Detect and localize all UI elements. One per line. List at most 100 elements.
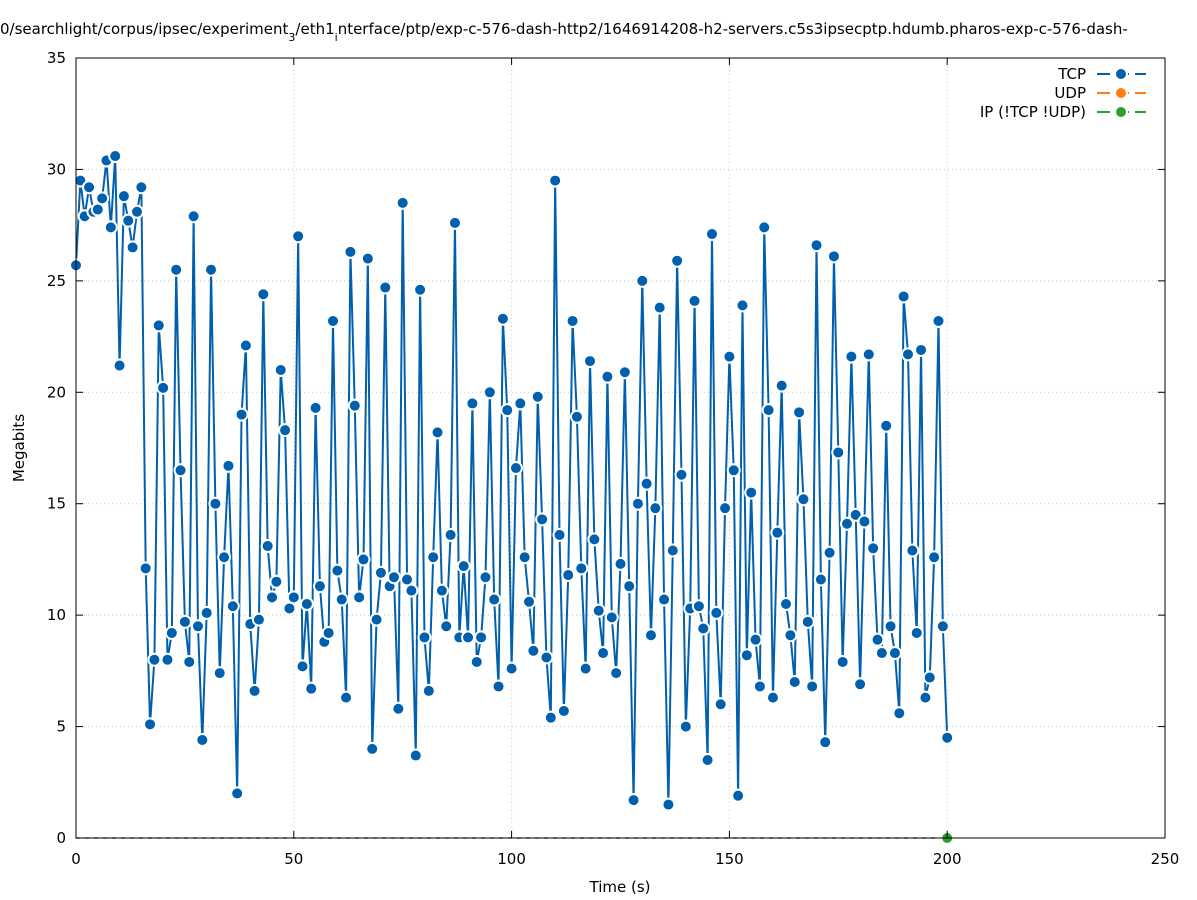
data-point: [914, 342, 929, 357]
data-point: [352, 590, 367, 605]
data-point: [421, 683, 436, 698]
data-point: [360, 251, 375, 266]
data-point: [574, 561, 589, 576]
data-point: [704, 227, 719, 242]
x-tick-label: 50: [284, 850, 303, 868]
data-point: [426, 550, 441, 565]
data-point: [853, 677, 868, 692]
data-point: [295, 659, 310, 674]
data-point: [143, 717, 158, 732]
data-point: [299, 597, 314, 611]
grid: [76, 58, 1165, 838]
axes: 0 5 10 15 20 25 30 35 0 50 100 150 200 250: [47, 49, 1179, 868]
data-point: [800, 614, 815, 629]
data-point: [831, 445, 846, 460]
data-point: [565, 313, 580, 328]
data-point: [474, 630, 489, 645]
chart-title: 0/searchlight/corpus/ipsec/experiment3/e…: [0, 20, 1128, 44]
data-point: [443, 527, 458, 542]
data-point: [879, 418, 894, 433]
data-point: [108, 149, 123, 164]
data-point: [330, 563, 345, 578]
data-point: [735, 298, 750, 313]
data-point: [439, 619, 454, 634]
data-point: [190, 619, 205, 634]
data-point: [195, 732, 210, 747]
data-point: [513, 396, 528, 411]
y-tick-label: 25: [47, 272, 66, 290]
data-point: [774, 378, 789, 393]
data-point: [134, 180, 149, 195]
data-point: [818, 735, 833, 750]
data-point: [892, 706, 907, 721]
legend-label: UDP: [1054, 84, 1086, 102]
data-point: [408, 748, 423, 763]
data-point: [373, 565, 388, 580]
data-point: [386, 570, 401, 585]
data-point: [356, 552, 371, 567]
data-point: [587, 532, 602, 547]
data-point: [404, 583, 419, 598]
data-point: [861, 347, 876, 362]
data-point: [522, 594, 537, 609]
data-point: [461, 630, 476, 645]
legend-marker: [1114, 86, 1128, 100]
data-point: [221, 458, 236, 473]
y-tick-label: 5: [56, 718, 66, 736]
data-point: [417, 630, 432, 645]
data-point: [731, 788, 746, 803]
data-point: [626, 793, 641, 808]
data-point: [508, 461, 523, 476]
data-point: [517, 550, 532, 565]
x-tick-label: 250: [1151, 850, 1180, 868]
x-tick-label: 100: [497, 850, 526, 868]
data-point: [225, 599, 240, 614]
data-point: [844, 349, 859, 364]
data-point: [121, 213, 136, 228]
data-point: [752, 679, 767, 694]
data-point: [905, 543, 920, 558]
data-point: [500, 403, 515, 418]
data-point: [495, 311, 510, 326]
data-point: [308, 400, 323, 415]
data-point: [604, 610, 619, 625]
data-point: [186, 209, 201, 224]
data-point: [291, 229, 306, 244]
data-point: [643, 628, 658, 643]
data-point: [169, 262, 184, 277]
data-point: [617, 365, 632, 380]
data-point: [347, 398, 362, 413]
data-point: [312, 579, 327, 594]
data-point: [395, 195, 410, 210]
data-point: [648, 501, 663, 516]
data-point: [583, 354, 598, 369]
data-point: [940, 730, 955, 745]
data-point: [609, 666, 624, 681]
y-tick-label: 20: [47, 383, 66, 401]
legend-marker: [1114, 105, 1128, 119]
data-point: [796, 492, 811, 507]
data-point: [138, 561, 153, 576]
data-point: [757, 220, 772, 235]
data-point: [887, 646, 902, 661]
data-point: [744, 485, 759, 500]
data-point: [739, 648, 754, 663]
data-point: [687, 293, 702, 308]
data-point: [265, 590, 280, 605]
data-point: [247, 683, 262, 698]
x-tick-label: 150: [715, 850, 744, 868]
data-point: [434, 583, 449, 598]
data-point: [238, 338, 253, 353]
data-point: [809, 238, 824, 253]
data-point: [722, 349, 737, 364]
y-tick-label: 10: [47, 606, 66, 624]
data-point: [665, 543, 680, 558]
data-point: [670, 253, 685, 268]
data-point: [700, 753, 715, 767]
data-point: [230, 786, 245, 801]
data-point: [199, 605, 214, 620]
data-point: [82, 180, 97, 195]
data-point: [713, 697, 728, 712]
data-point: [709, 605, 724, 620]
